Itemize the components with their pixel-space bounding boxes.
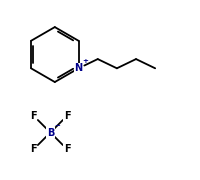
Text: F: F (64, 111, 71, 121)
Text: F: F (30, 111, 37, 121)
Text: N: N (75, 63, 83, 73)
Text: −: − (54, 123, 60, 129)
Text: F: F (30, 145, 37, 154)
Text: F: F (64, 145, 71, 154)
Text: B: B (47, 128, 54, 138)
Text: +: + (83, 58, 89, 64)
